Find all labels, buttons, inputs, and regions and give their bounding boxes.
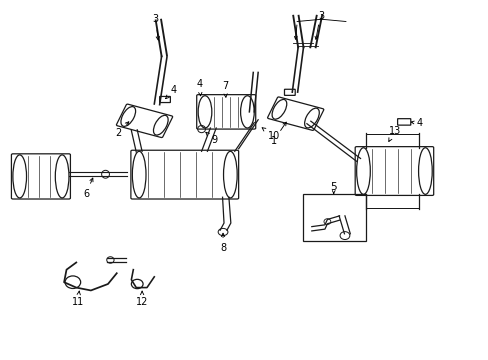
Text: 3: 3 (318, 11, 324, 21)
Bar (303, 194, 366, 241)
Text: 13: 13 (388, 126, 400, 141)
Text: 4: 4 (196, 79, 203, 96)
Text: 12: 12 (136, 291, 148, 307)
Text: 3: 3 (152, 14, 159, 40)
Text: 10: 10 (262, 128, 279, 141)
Text: 2: 2 (115, 122, 128, 138)
Text: 4: 4 (165, 85, 177, 99)
Text: 8: 8 (220, 233, 225, 253)
Text: 5: 5 (330, 182, 336, 192)
Text: 9: 9 (205, 132, 217, 145)
Text: 7: 7 (222, 81, 228, 97)
Text: 4: 4 (415, 118, 422, 128)
Text: 6: 6 (83, 178, 93, 199)
Text: 1: 1 (270, 122, 285, 145)
Text: 11: 11 (71, 291, 83, 307)
